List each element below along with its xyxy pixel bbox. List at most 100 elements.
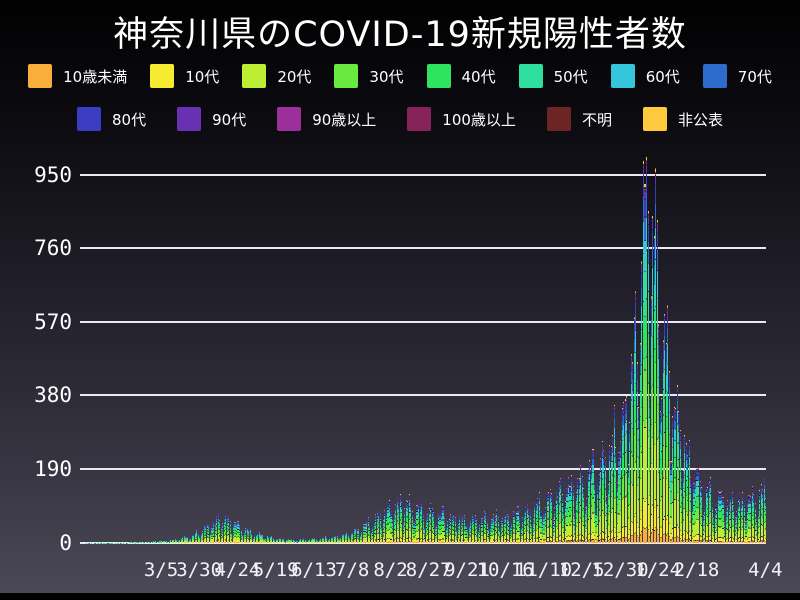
daily-stacked-bar [635, 290, 637, 543]
daily-stacked-bar [329, 538, 331, 543]
daily-stacked-bar [307, 540, 309, 543]
daily-stacked-bar [581, 475, 583, 543]
daily-stacked-bar [473, 516, 475, 543]
legend-item-2: 20代 [242, 64, 311, 88]
daily-stacked-bar [525, 505, 527, 543]
daily-stacked-bar [382, 520, 384, 543]
daily-stacked-bar [509, 526, 511, 543]
legend-label-5: 50代 [553, 67, 588, 86]
daily-stacked-bar [675, 407, 677, 543]
daily-stacked-bar [470, 519, 472, 543]
daily-stacked-bar [164, 540, 166, 543]
daily-stacked-bar [505, 510, 507, 543]
daily-stacked-bar [538, 492, 540, 543]
daily-stacked-bar [297, 540, 299, 543]
x-tick-label-4-24: 4/24 [214, 559, 261, 581]
daily-stacked-bar [315, 539, 317, 543]
y-tick-label-950: 950 [34, 162, 72, 187]
daily-stacked-bar [508, 516, 510, 543]
daily-stacked-bar [615, 447, 617, 543]
daily-stacked-bar [171, 539, 173, 543]
daily-stacked-bar [629, 421, 631, 543]
daily-stacked-bar [364, 524, 366, 543]
daily-stacked-bar [489, 526, 491, 543]
daily-stacked-bar [182, 537, 184, 543]
daily-stacked-bar [183, 536, 185, 543]
daily-stacked-bar [705, 482, 707, 543]
daily-stacked-bar [165, 540, 167, 543]
daily-stacked-bar [650, 296, 652, 543]
daily-stacked-bar [569, 486, 571, 543]
legend-label-6: 60代 [645, 67, 680, 86]
daily-stacked-bar [627, 464, 629, 543]
daily-stacked-bar [567, 477, 570, 543]
daily-stacked-bar [203, 526, 205, 543]
daily-stacked-bar [727, 500, 729, 543]
daily-stacked-bar [343, 533, 345, 543]
daily-stacked-bar [633, 316, 635, 543]
daily-stacked-bar [543, 513, 545, 543]
daily-stacked-bar [177, 541, 179, 543]
daily-stacked-bar [153, 541, 155, 543]
daily-stacked-bar [753, 493, 755, 543]
x-tick-label-3-30: 3/30 [176, 559, 223, 581]
daily-stacked-bar [566, 487, 568, 543]
daily-stacked-bar [529, 510, 531, 543]
daily-stacked-bar [416, 505, 418, 543]
daily-stacked-bar [277, 539, 279, 543]
daily-stacked-bar [462, 515, 464, 543]
x-tick-label-1-24: 1/24 [635, 559, 682, 581]
daily-stacked-bar [372, 526, 374, 543]
daily-stacked-bar [261, 535, 264, 543]
daily-stacked-bar [717, 490, 719, 543]
daily-stacked-bar [168, 541, 170, 543]
legend-item-9: 90代 [177, 107, 246, 131]
daily-stacked-bar [393, 514, 395, 543]
daily-stacked-bar [743, 500, 745, 543]
daily-stacked-bar [626, 395, 628, 543]
daily-stacked-bar [740, 500, 742, 543]
daily-stacked-bar [678, 410, 680, 543]
daily-stacked-bar [202, 531, 204, 543]
daily-stacked-bar [283, 539, 285, 543]
grid-line-190 [80, 467, 766, 470]
daily-stacked-bar [361, 532, 363, 543]
daily-stacked-bar [506, 514, 508, 543]
x-tick-label-3-5: 3/5 [143, 559, 179, 581]
daily-stacked-bar [392, 520, 394, 543]
daily-stacked-bar [298, 539, 300, 543]
daily-stacked-bar [483, 510, 485, 543]
daily-stacked-bar [326, 537, 328, 543]
daily-stacked-bar [702, 515, 704, 543]
daily-stacked-bar [731, 491, 733, 543]
daily-stacked-bar [243, 533, 245, 543]
daily-stacked-bar [644, 183, 646, 543]
daily-stacked-bar [476, 520, 478, 543]
daily-stacked-bar [304, 539, 306, 543]
x-tick-label-12-30: 12/30 [591, 559, 649, 581]
daily-stacked-bar [577, 477, 579, 543]
daily-stacked-bar [673, 406, 675, 543]
daily-stacked-bar [252, 538, 254, 543]
daily-stacked-bar [725, 512, 727, 543]
x-tick-label-10-16: 10/16 [476, 559, 534, 581]
daily-stacked-bar [289, 539, 291, 543]
daily-stacked-bar [338, 538, 340, 543]
daily-stacked-bar [503, 516, 505, 543]
legend-item-4: 40代 [426, 64, 496, 88]
daily-stacked-bar [444, 518, 446, 543]
daily-stacked-bar [194, 532, 196, 543]
daily-stacked-bar [442, 506, 444, 543]
daily-stacked-bar [180, 538, 182, 543]
legend-swatch-5 [518, 64, 543, 88]
daily-stacked-bar [379, 512, 381, 543]
daily-stacked-bar [209, 533, 212, 543]
daily-stacked-bar [407, 501, 409, 543]
daily-stacked-bar [167, 541, 169, 543]
daily-stacked-bar [410, 502, 412, 543]
daily-stacked-bar [578, 478, 580, 543]
legend-label-8: 80代 [112, 110, 147, 129]
daily-stacked-bar [87, 542, 89, 543]
legend-swatch-9 [177, 107, 202, 131]
